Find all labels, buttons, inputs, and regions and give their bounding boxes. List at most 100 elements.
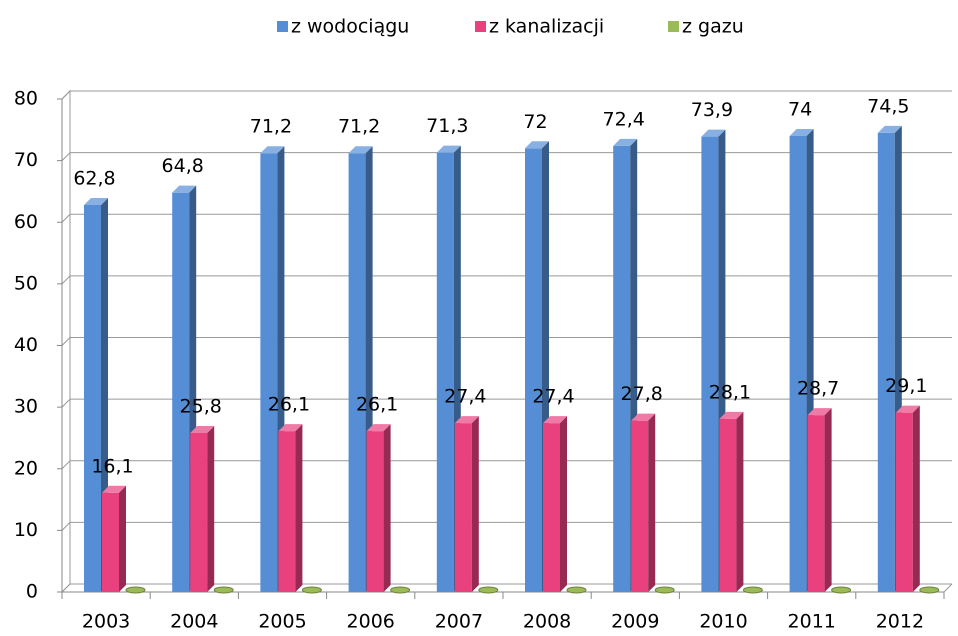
bar xyxy=(654,586,675,594)
bar xyxy=(631,413,656,592)
bar-face xyxy=(631,420,649,592)
y-tick-label: 20 xyxy=(14,457,38,479)
bar-face xyxy=(895,405,920,413)
bar xyxy=(454,416,479,592)
bar-face xyxy=(260,153,278,593)
bar-face xyxy=(172,185,197,193)
bar-face xyxy=(543,423,560,592)
data-label: 27,4 xyxy=(532,386,574,408)
bar-face xyxy=(789,128,814,136)
x-tick-label: 2009 xyxy=(611,611,659,633)
data-label: 26,1 xyxy=(356,394,398,416)
bar xyxy=(831,586,852,594)
floor-edge xyxy=(943,583,953,593)
bar-face xyxy=(278,424,303,432)
y-tick-label: 10 xyxy=(14,519,38,541)
data-label: 73,9 xyxy=(691,99,733,121)
bar-face xyxy=(701,129,726,137)
bar xyxy=(566,586,587,594)
grid-line xyxy=(61,521,952,531)
legend-label: z wodociągu xyxy=(291,16,409,38)
bar-face xyxy=(824,408,832,592)
data-label: 27,4 xyxy=(444,386,486,408)
legend-label: z kanalizacji xyxy=(489,16,604,38)
bar xyxy=(742,586,763,594)
bar xyxy=(919,586,940,594)
bar-face xyxy=(119,485,126,592)
y-tick-label: 80 xyxy=(14,88,38,110)
bar-face xyxy=(631,413,656,421)
bar-face xyxy=(560,416,567,592)
grid-line xyxy=(61,337,952,346)
bar-face xyxy=(278,431,296,592)
bar xyxy=(125,586,146,594)
bar xyxy=(190,426,215,592)
bar-face xyxy=(454,423,472,592)
bar-face xyxy=(613,138,638,146)
y-tick-label: 30 xyxy=(14,396,38,418)
bar-face xyxy=(807,408,832,416)
bar-face xyxy=(348,153,366,593)
data-label: 64,8 xyxy=(162,155,204,177)
bar-face xyxy=(172,192,190,593)
bar xyxy=(807,408,832,592)
bar-face xyxy=(190,433,208,592)
data-label: 28,7 xyxy=(797,378,839,400)
bar-face xyxy=(525,148,542,593)
data-label: 16,1 xyxy=(91,455,133,477)
bar xyxy=(478,586,499,594)
x-tick-label: 2003 xyxy=(82,611,130,633)
bar xyxy=(525,141,549,593)
x-tick-label: 2010 xyxy=(699,611,747,633)
bar xyxy=(102,485,126,592)
bar-face xyxy=(454,416,479,424)
bar-face xyxy=(366,424,391,432)
bar-face xyxy=(348,146,373,154)
data-label: 26,1 xyxy=(268,394,310,416)
x-tick-label: 2008 xyxy=(523,611,571,633)
bar-face xyxy=(471,416,479,592)
data-label: 28,1 xyxy=(709,381,751,403)
data-label: 71,2 xyxy=(338,116,380,138)
legend-swatch xyxy=(277,21,288,32)
grid-line xyxy=(61,90,952,100)
data-label: 27,8 xyxy=(621,383,663,405)
bar-face xyxy=(719,418,737,592)
grid-line xyxy=(61,275,952,285)
data-label: 72 xyxy=(523,111,547,133)
bar-face xyxy=(613,145,631,592)
bar-face xyxy=(295,424,303,592)
data-label: 74 xyxy=(788,98,812,120)
bar xyxy=(719,411,744,592)
bar-face xyxy=(719,411,744,419)
legend-swatch xyxy=(668,21,679,32)
data-label: 72,4 xyxy=(603,108,645,130)
bar xyxy=(390,586,411,594)
bar-face xyxy=(736,411,744,592)
bar-face xyxy=(789,135,807,592)
bar-face xyxy=(877,132,895,593)
bar-face xyxy=(102,485,126,493)
bar-face xyxy=(877,125,902,133)
bar-face xyxy=(543,416,567,424)
bar-face xyxy=(366,431,384,592)
bar-face xyxy=(807,415,825,592)
y-tick-label: 60 xyxy=(14,211,38,233)
bar xyxy=(366,424,391,592)
bar-face xyxy=(895,412,913,592)
bar-face xyxy=(84,204,101,592)
x-tick-label: 2004 xyxy=(170,611,218,633)
bar-face xyxy=(701,136,719,592)
bar xyxy=(543,416,567,592)
bar xyxy=(213,586,234,594)
grid-line xyxy=(61,152,952,161)
data-label: 74,5 xyxy=(867,95,909,117)
grid-line xyxy=(61,213,952,223)
x-tick-label: 2012 xyxy=(876,611,924,633)
bar-face xyxy=(383,424,391,592)
x-tick-label: 2007 xyxy=(435,611,483,633)
x-tick-label: 2005 xyxy=(258,611,306,633)
x-tick-label: 2011 xyxy=(788,611,836,633)
data-label: 29,1 xyxy=(885,375,927,397)
